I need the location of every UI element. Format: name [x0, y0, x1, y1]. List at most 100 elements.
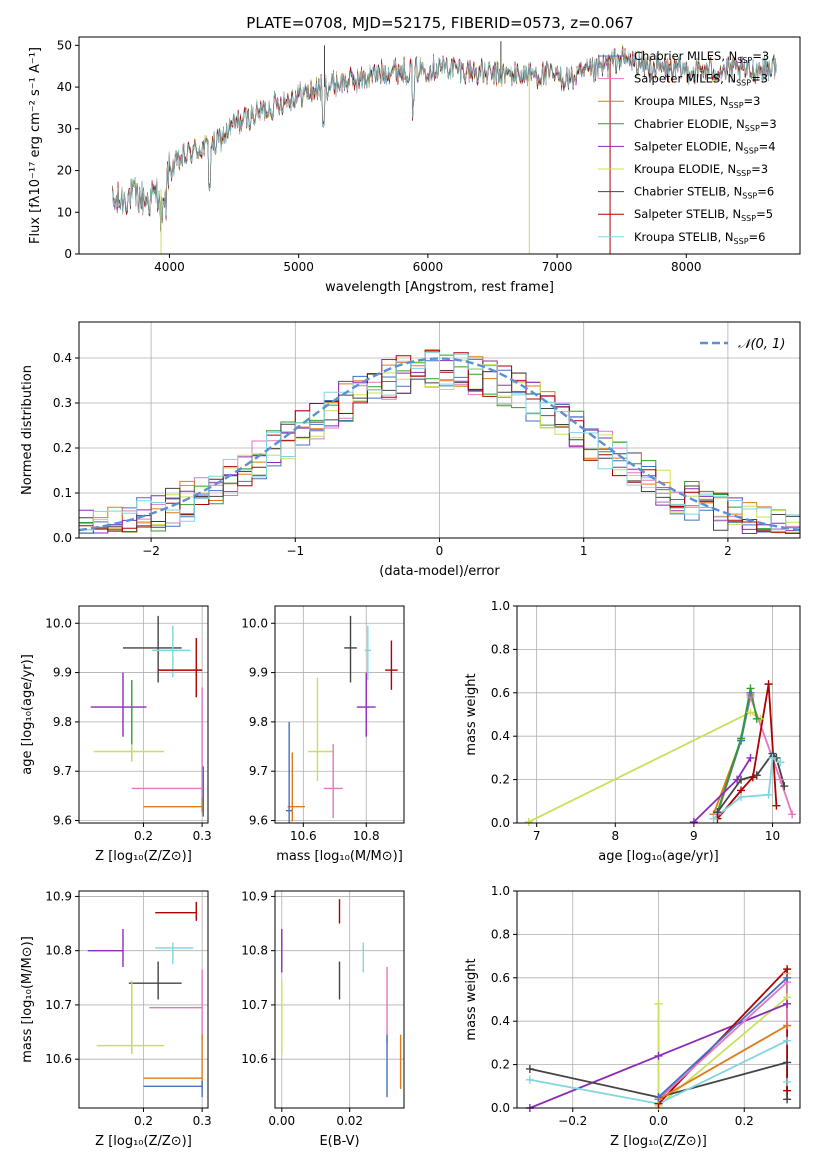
y-axis-label: Normed distribution	[20, 365, 35, 495]
plot-area-residuals	[79, 349, 800, 534]
legend-gauss-label: 𝒩(0, 1)	[738, 337, 785, 352]
legend-count: =5	[756, 207, 773, 221]
weight-line-kro_elodie	[528, 711, 762, 823]
tick-label-y: 10.7	[241, 998, 268, 1012]
tick-label-y: 50	[57, 38, 72, 52]
legend-label-kro_stelib: Kroupa STELIB, NSSP=6	[634, 230, 765, 246]
tick-label-y: 0.2	[491, 773, 510, 787]
tick-label-x: 0.3	[193, 829, 212, 843]
plot-area-mass_vs_ebv	[281, 899, 402, 1098]
tick-label-y: 9.6	[53, 814, 72, 828]
y-axis-label: mass weight	[464, 958, 479, 1040]
tick-label-y: 0.2	[491, 1058, 510, 1072]
tick-label-y: 9.8	[53, 715, 72, 729]
weight-marker-sal_stelib	[783, 1086, 792, 1095]
tick-label-y: 10.0	[45, 616, 72, 630]
weight-line-cha_elodie	[716, 688, 758, 813]
tick-label-x: 6000	[413, 260, 444, 274]
plot-area-spectrum	[112, 41, 777, 254]
axes-frame	[78, 36, 801, 255]
weight-line-kro_miles	[658, 1024, 788, 1101]
x-axis-label: E(B-V)	[319, 1134, 359, 1149]
axes-frame	[78, 321, 801, 539]
tick-label-x: 0	[436, 544, 444, 558]
legend-label-cha_miles: Chabrier MILES, NSSP=3	[634, 49, 769, 65]
legend-subscript: SSP	[736, 169, 751, 178]
legend-subscript: SSP	[737, 56, 752, 65]
tick-label-y: 0.0	[53, 531, 72, 545]
weight-marker-cha_stelib	[737, 775, 746, 784]
tick-label-x: 2	[724, 544, 732, 558]
y-axis-label: age [log₁₀(age/yr)]	[20, 654, 35, 775]
tick-label-y: 40	[57, 80, 72, 94]
weight-marker-kro_stelib	[709, 814, 718, 823]
x-axis-label: Z [log₁₀(Z/Z⊙)]	[95, 849, 192, 864]
weight-marker-sal_elodie	[783, 999, 792, 1008]
y-axis-label: Flux [fλ10⁻¹⁷ erg cm⁻² s⁻¹ A⁻¹]	[28, 47, 43, 244]
tick-label-x: −2	[142, 544, 160, 558]
weight-marker-sal_stelib	[772, 801, 781, 810]
tick-label-y: 10.9	[45, 889, 72, 903]
axes-frame	[516, 890, 801, 1109]
figure-title: PLATE=0708, MJD=52175, FIBERID=0573, z=0…	[246, 14, 633, 32]
tick-label-x: 8000	[671, 260, 702, 274]
tick-label-y: 0.4	[491, 729, 510, 743]
tick-label-x: 0.3	[193, 1114, 212, 1128]
weight-marker-kro_stelib	[783, 1036, 792, 1045]
tick-label-x: 4000	[154, 260, 185, 274]
spectrum-series-kro_stelib	[112, 48, 777, 228]
tick-label-y: 0.0	[491, 1101, 510, 1115]
weight-marker-kro_stelib	[737, 792, 746, 801]
legend-label-kro_miles: Kroupa MILES, NSSP=3	[634, 94, 760, 110]
legend-count: =3	[751, 72, 768, 86]
legend-count: =3	[744, 94, 761, 108]
tick-label-y: 0	[64, 247, 72, 261]
weight-marker-cha_elodie	[752, 714, 761, 723]
y-axis-label: mass [log₁₀(M/M⊙)]	[20, 936, 35, 1063]
legend-count: =3	[751, 162, 768, 176]
weight-marker-kro_elodie	[746, 708, 755, 717]
legend-count: =6	[757, 185, 774, 199]
tick-label-y: 10.8	[45, 944, 72, 958]
tick-label-y: 0.1	[53, 486, 72, 500]
weight-marker-sal_miles	[776, 775, 785, 784]
weight-marker-kro_elodie	[524, 817, 533, 826]
tick-label-x: 10	[765, 829, 780, 843]
weight-marker-sal_stelib	[748, 773, 757, 782]
tick-label-y: 10.8	[241, 944, 268, 958]
tick-label-y: 10	[57, 205, 72, 219]
legend-count: =6	[749, 230, 766, 244]
weight-marker-sal_elodie	[654, 1051, 663, 1060]
tick-label-y: 9.9	[249, 666, 268, 680]
legend-subscript: SSP	[734, 237, 749, 246]
axes-frame	[516, 605, 801, 824]
tick-label-y: 10.6	[45, 1052, 72, 1066]
legend-subscript: SSP	[736, 79, 751, 88]
x-axis-label: wavelength [Angstrom, rest frame]	[325, 280, 554, 295]
tick-label-x: 1	[580, 544, 588, 558]
tick-label-x: 8	[611, 829, 619, 843]
tick-label-y: 10.9	[241, 889, 268, 903]
weight-marker-kro_stelib	[764, 790, 773, 799]
tick-label-y: 0.8	[491, 927, 510, 941]
tick-label-y: 9.9	[53, 666, 72, 680]
tick-label-x: 0.0	[649, 1114, 668, 1128]
tick-label-x: 10.6	[290, 829, 317, 843]
tick-label-y: 1.0	[491, 884, 510, 898]
legend-label-cha_elodie: Chabrier ELODIE, NSSP=3	[634, 117, 777, 133]
axes-frame	[274, 605, 405, 824]
chart-layer: 4000 5000 6000 7000 800001020304050wavelengt…	[20, 36, 801, 1149]
weight-marker-cha_elodie	[746, 684, 755, 693]
weight-marker-kro_elodie	[654, 999, 663, 1008]
tick-label-y: 20	[57, 164, 72, 178]
legend-label-kro_elodie: Kroupa ELODIE, NSSP=3	[634, 162, 768, 178]
weight-line-sal_miles	[657, 980, 788, 1100]
weight-line-cha_miles	[657, 977, 788, 1098]
plot-area-age_vs_Z	[90, 615, 205, 817]
weight-marker-kro_stelib	[783, 1077, 792, 1086]
tick-label-y: 30	[57, 122, 72, 136]
tick-label-y: 10.0	[241, 616, 268, 630]
histogram-kro_stelib	[79, 351, 800, 534]
weight-marker-cha_miles	[654, 1093, 663, 1102]
tick-label-y: 9.7	[53, 764, 72, 778]
